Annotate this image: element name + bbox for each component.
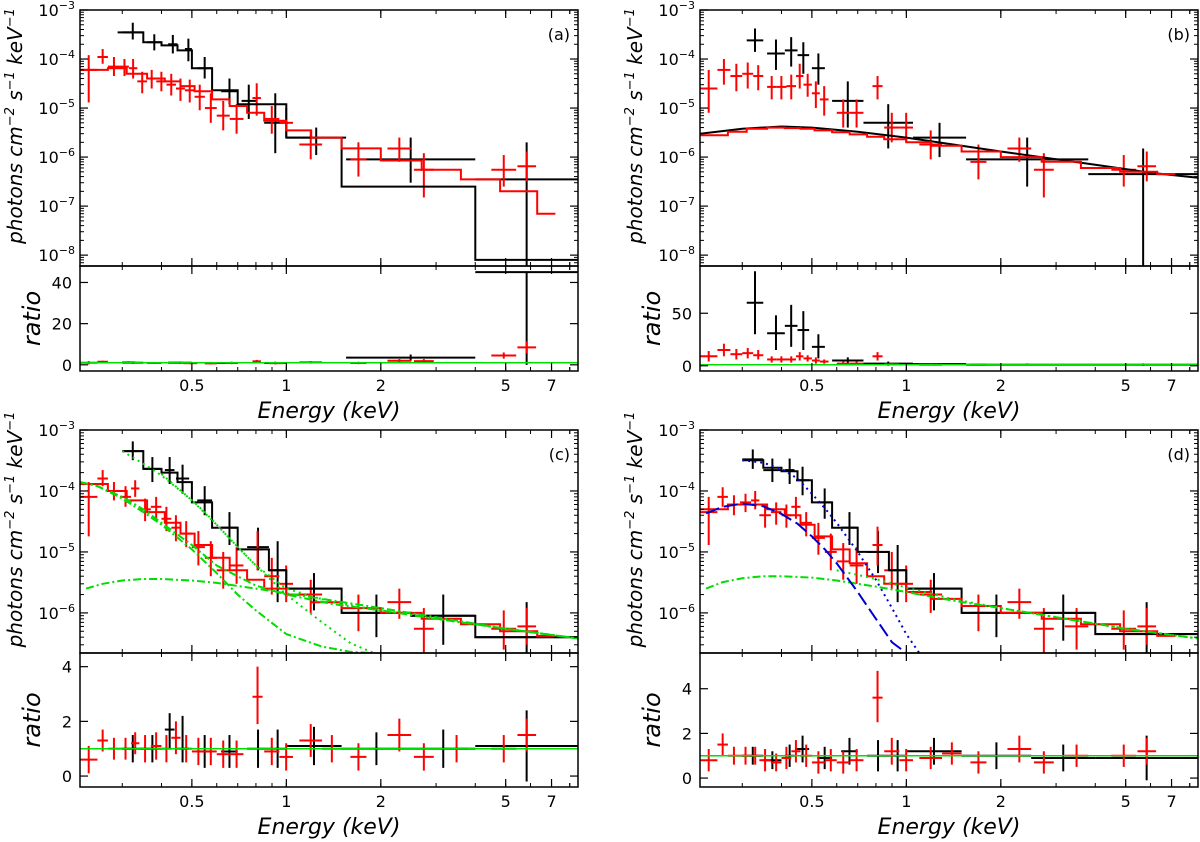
y-tick-label: 10−4 [38, 480, 75, 501]
x-tick-label: 0.5 [799, 792, 824, 811]
x-tick-label: 1 [281, 376, 291, 395]
bottom-frame [79, 265, 579, 372]
top-series [700, 449, 1198, 653]
green-dotted-bb-black [160, 473, 375, 653]
y-tick-label: 10−3 [38, 419, 75, 440]
y-tick-label: 10−3 [38, 0, 75, 20]
ratio-tick-label: 50 [672, 304, 692, 323]
panel-label: (c) [549, 445, 570, 464]
panel-label: (b) [1167, 25, 1190, 44]
x-axis-label: Energy (keV) [258, 399, 401, 424]
y-tick-label: 10−5 [38, 541, 75, 562]
y-tick-label: 10−3 [658, 419, 695, 440]
green-dashdot-powerlaw [85, 578, 578, 640]
y-tick-label: 10−6 [38, 602, 75, 623]
x-axis-label: Energy (keV) [258, 815, 401, 840]
y-tick-label: 10−5 [658, 97, 695, 118]
y-axis-label: photons cm−2 s−1 keV−1 [623, 8, 647, 245]
ratio-tick-label: 2 [62, 712, 72, 731]
panel-label: (a) [548, 25, 570, 44]
ratio-axis-label: ratio [638, 692, 666, 747]
model-black [742, 459, 1198, 636]
ratio-axis-label: ratio [638, 291, 666, 346]
green-dashdot-total-red [80, 481, 578, 640]
x-axis-label: Energy (keV) [878, 815, 1021, 840]
model-red [700, 126, 1176, 176]
y-tick-label: 10−8 [38, 244, 75, 265]
y-tick-label: 10−7 [658, 195, 695, 216]
x-tick-label: 0.5 [179, 792, 204, 811]
x-tick-label: 0.5 [179, 376, 204, 395]
top-series [700, 28, 1198, 266]
ratio-axis-label: ratio [18, 692, 46, 747]
ratio-tick-label: 40 [52, 273, 72, 292]
ratio-tick-label: 0 [62, 356, 72, 375]
ratio-tick-label: 2 [682, 724, 692, 743]
x-tick-label: 2 [996, 376, 1006, 395]
y-axis-label: photons cm−2 s−1 keV−1 [3, 8, 27, 245]
panel-0: 0.5 1 2 5 7 10−8 10−7 10−6 10−5 10−4 10−3 0 20 40 (a) p… [3, 0, 579, 424]
ratio-tick-label: 0 [62, 767, 72, 786]
ratio-tick-label: 0 [682, 357, 692, 376]
bottom-frame [699, 265, 1199, 372]
top-series [80, 441, 578, 653]
x-tick-label: 2 [376, 792, 386, 811]
y-tick-label: 10−6 [658, 146, 695, 167]
x-tick-label: 2 [376, 376, 386, 395]
blue-dotted-bb-black [742, 459, 921, 653]
x-tick-label: 7 [1166, 792, 1176, 811]
model-red [80, 483, 556, 637]
x-tick-label: 7 [546, 792, 556, 811]
y-tick-label: 10−8 [658, 244, 695, 265]
top-series [80, 22, 578, 266]
y-tick-label: 10−7 [38, 195, 75, 216]
x-axis-label: Energy (keV) [878, 399, 1021, 424]
x-tick-label: 5 [501, 792, 511, 811]
y-tick-label: 10−4 [658, 480, 695, 501]
x-tick-label: 1 [281, 792, 291, 811]
ratio-tick-label: 4 [62, 658, 72, 677]
x-tick-label: 7 [1166, 376, 1176, 395]
bottom-series [700, 271, 1198, 366]
y-axis-label: photons cm−2 s−1 keV−1 [623, 412, 647, 649]
ratio-tick-label: 0 [682, 769, 692, 788]
bottom-frame [699, 652, 1199, 788]
ratio-axis-label: ratio [18, 291, 46, 346]
y-tick-label: 10−4 [658, 48, 695, 69]
panel-1: 0.5 1 2 5 7 10−8 10−7 10−6 10−5 10−4 10−3 0 50 (b) pho… [623, 0, 1199, 424]
ratio-tick-label: 20 [52, 315, 72, 334]
x-tick-label: 7 [546, 376, 556, 395]
model-black [117, 31, 578, 261]
bottom-series [700, 670, 1198, 781]
model-red [700, 503, 1176, 637]
x-tick-label: 5 [501, 376, 511, 395]
y-tick-label: 10−3 [658, 0, 695, 20]
bottom-frame [79, 652, 579, 788]
model-red [80, 67, 556, 215]
x-tick-label: 1 [901, 792, 911, 811]
y-tick-label: 10−5 [658, 541, 695, 562]
x-tick-label: 5 [1121, 376, 1131, 395]
bottom-series [80, 271, 578, 365]
x-tick-label: 0.5 [799, 376, 824, 395]
y-tick-label: 10−6 [38, 146, 75, 167]
y-tick-label: 10−5 [38, 97, 75, 118]
green-dotted-total [836, 569, 1198, 640]
blue-dashed-bb-red [705, 502, 907, 653]
y-axis-label: photons cm−2 s−1 keV−1 [3, 412, 27, 649]
y-tick-label: 10−4 [38, 48, 75, 69]
green-dashdot-bb-red [80, 481, 371, 653]
y-tick-label: 10−6 [658, 602, 695, 623]
bottom-series [80, 666, 578, 782]
x-tick-label: 2 [996, 792, 1006, 811]
ratio-tick-label: 4 [682, 680, 692, 699]
panel-2: 0.5 1 2 5 7 10−6 10−5 10−4 10−3 0 2 4 (c) photons cm−… [3, 412, 579, 840]
x-tick-label: 1 [901, 376, 911, 395]
panel-label: (d) [1167, 445, 1190, 464]
panel-3: 0.5 1 2 5 7 10−6 10−5 10−4 10−3 0 2 4 (d) photons cm−… [623, 412, 1199, 840]
x-tick-label: 5 [1121, 792, 1131, 811]
